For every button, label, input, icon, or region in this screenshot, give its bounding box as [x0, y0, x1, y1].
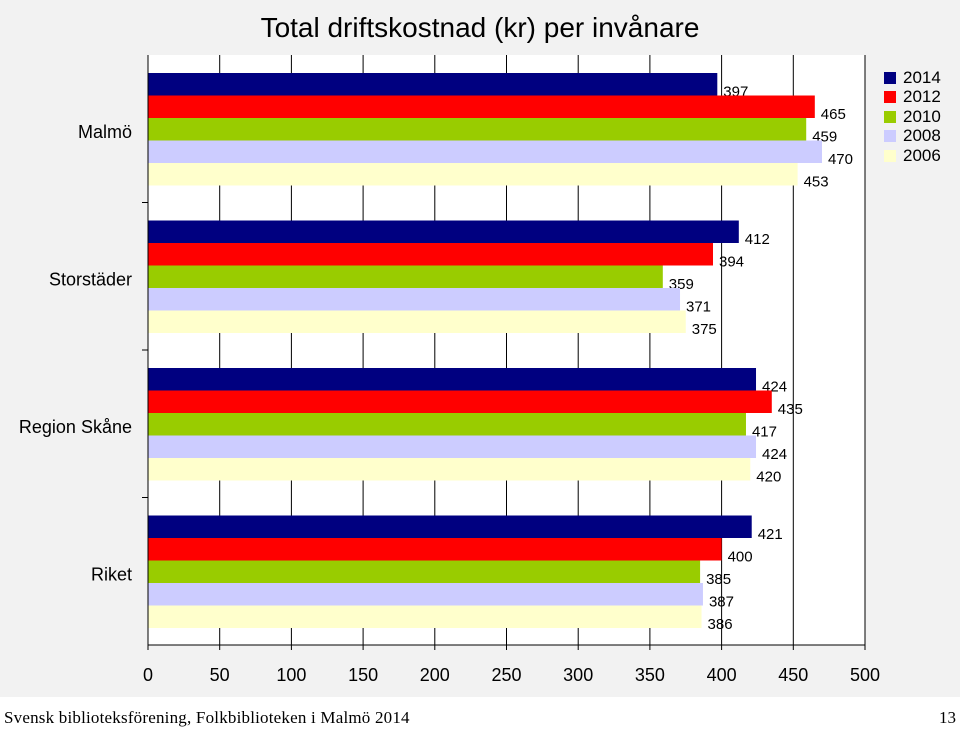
legend-swatch — [884, 71, 896, 84]
x-tick-label: 150 — [348, 665, 378, 685]
data-label: 453 — [804, 173, 829, 190]
bar — [148, 95, 815, 118]
bar — [148, 390, 772, 413]
bar — [148, 163, 798, 186]
bar — [148, 560, 701, 583]
data-label: 470 — [828, 151, 853, 168]
data-label: 412 — [745, 231, 770, 248]
category-label: Malmö — [78, 122, 132, 142]
legend-label: 2014 — [903, 67, 941, 87]
data-label: 385 — [706, 571, 731, 588]
bar-chart: 397465459470453Malmö412394359371375Stors… — [19, 55, 880, 685]
legend-swatch — [884, 110, 896, 123]
x-tick-label: 250 — [491, 665, 521, 685]
legend-label: 2010 — [903, 106, 941, 126]
legend-label: 2012 — [903, 87, 941, 107]
chart-area: Total driftskostnad (kr) per invånare 39… — [0, 0, 960, 697]
legend-item: 2010 — [884, 107, 941, 127]
x-tick-label: 500 — [850, 665, 880, 685]
x-tick-label: 50 — [210, 665, 230, 685]
legend-swatch — [884, 91, 896, 104]
x-tick-label: 400 — [707, 665, 737, 685]
bar — [148, 413, 746, 436]
data-label: 386 — [708, 616, 733, 633]
data-label: 400 — [728, 548, 753, 565]
legend-label: 2008 — [903, 126, 941, 146]
bar — [148, 310, 686, 333]
data-label: 435 — [778, 401, 803, 418]
bar — [148, 220, 739, 243]
legend: 2014 2012 2010 2008 2006 — [884, 68, 941, 166]
x-tick-label: 450 — [778, 665, 808, 685]
data-label: 371 — [686, 298, 711, 315]
x-tick-label: 350 — [635, 665, 665, 685]
bar — [148, 515, 752, 538]
data-label: 424 — [762, 446, 787, 463]
data-label: 417 — [752, 423, 777, 440]
data-label: 375 — [692, 321, 717, 338]
legend-swatch — [884, 130, 896, 143]
bar — [148, 140, 822, 163]
legend-label: 2006 — [903, 145, 941, 165]
bar — [148, 538, 722, 561]
legend-item: 2012 — [884, 87, 941, 108]
bar — [148, 605, 702, 628]
x-tick-label: 300 — [563, 665, 593, 685]
bar — [148, 583, 703, 606]
x-tick-label: 0 — [143, 665, 153, 685]
bar — [148, 458, 751, 481]
data-label: 465 — [821, 106, 846, 123]
data-label: 394 — [719, 253, 744, 270]
bar — [148, 265, 663, 288]
data-label: 421 — [758, 526, 783, 543]
page-number: 13 — [939, 708, 956, 727]
category-label: Region Skåne — [19, 417, 132, 437]
footer-source: Svensk biblioteksförening, Folkbibliotek… — [4, 708, 410, 727]
chart-title: Total driftskostnad (kr) per invånare — [260, 12, 700, 43]
x-tick-label: 200 — [420, 665, 450, 685]
category-label: Riket — [91, 564, 132, 584]
bar — [148, 243, 713, 266]
bar — [148, 288, 681, 311]
legend-item: 2008 — [884, 126, 941, 147]
legend-item: 2014 — [884, 68, 941, 88]
legend-swatch — [884, 149, 896, 162]
bar — [148, 118, 807, 141]
x-tick-label: 100 — [276, 665, 306, 685]
bar — [148, 368, 757, 391]
data-label: 420 — [756, 468, 781, 485]
bar — [148, 435, 757, 458]
bar — [148, 73, 718, 96]
legend-item: 2006 — [884, 146, 941, 166]
category-label: Storstäder — [49, 269, 132, 289]
data-label: 387 — [709, 593, 734, 610]
